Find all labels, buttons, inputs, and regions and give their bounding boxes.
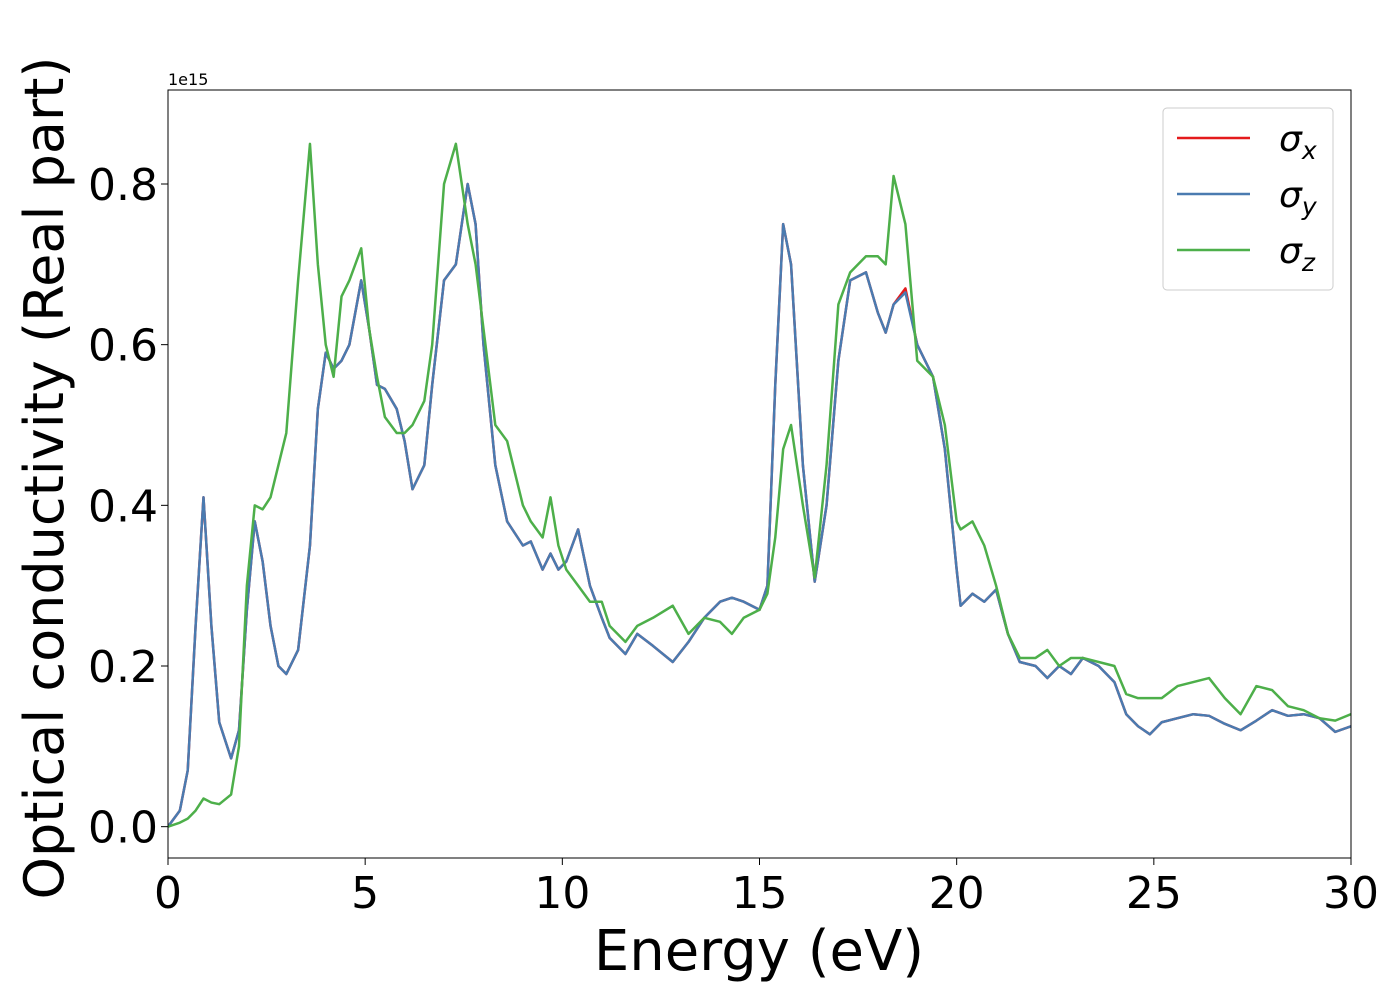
x-tick-label: 5: [351, 868, 379, 919]
y-axis-label: Optical conductivity (Real part): [13, 57, 76, 900]
x-tick-label: 30: [1323, 868, 1379, 919]
y-tick-label: 0.4: [88, 481, 158, 532]
legend-label: σx: [1279, 119, 1317, 165]
y-offset-label: 1e15: [168, 70, 208, 89]
x-tick-label: 20: [929, 868, 985, 919]
x-tick-label: 25: [1126, 868, 1182, 919]
series-line: [168, 182, 1351, 828]
legend-box: [1162, 107, 1334, 291]
x-tick-label: 0: [154, 868, 182, 919]
plot-frame: [167, 89, 1352, 859]
series-line: [168, 142, 1351, 828]
x-axis-label: Energy (eV): [594, 919, 924, 984]
y-tick-label: 0.0: [88, 803, 158, 854]
legend-label: σz: [1279, 231, 1316, 277]
y-tick-label: 0.6: [88, 321, 158, 372]
plot-area: [168, 142, 1351, 828]
y-tick-label: 0.8: [88, 160, 158, 211]
y-tick-label: 0.2: [88, 642, 158, 693]
x-tick-label: 10: [534, 868, 590, 919]
legend-label: σy: [1279, 175, 1318, 221]
x-tick-label: 15: [732, 868, 788, 919]
